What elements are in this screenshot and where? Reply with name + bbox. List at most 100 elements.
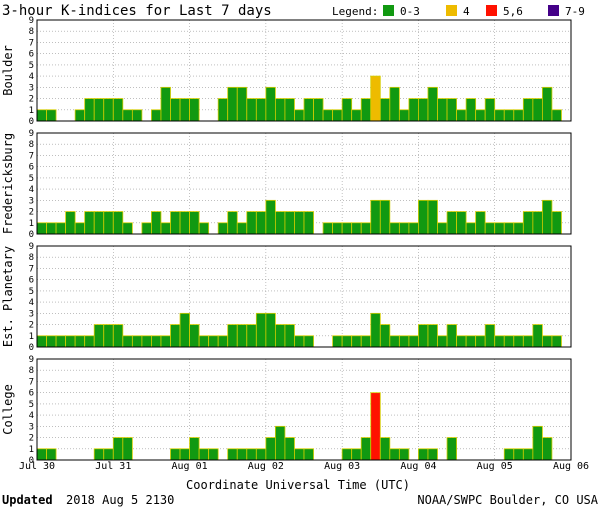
bar [294,211,305,235]
bar [370,392,381,461]
bar [398,109,410,122]
x-tick-label: Jul 31 [95,461,131,472]
bar [332,335,343,348]
bar [341,448,353,461]
bar [151,335,162,348]
bar [398,335,410,348]
bar [370,312,381,348]
station-label: College [1,384,15,435]
bar [522,211,534,235]
bar [179,98,190,122]
bar [36,448,47,461]
bar [437,222,448,235]
bar [227,211,238,235]
bar [284,98,295,122]
bar [227,86,238,122]
bar [236,448,248,461]
y-tick-label: 9 [29,242,34,252]
bar [55,222,67,235]
bar [418,324,429,348]
y-tick-label: 5 [29,287,34,297]
bar [532,98,543,122]
panel-frame [36,358,572,461]
y-tick-label: 4 [29,298,34,308]
bar [160,222,171,235]
station-label: Est. Planetary [1,246,15,347]
bar [198,335,210,348]
bar [418,98,429,122]
bar [494,335,505,348]
bar [465,98,477,122]
y-tick-label: 4 [29,411,34,421]
bar [112,437,124,461]
y-tick-label: 0 [29,117,34,127]
bar [379,437,391,461]
bar [522,98,534,122]
bar [236,86,248,122]
bar [379,324,391,348]
bar [170,448,181,461]
bar [418,448,429,461]
bar [408,335,419,348]
bar [503,448,515,461]
bar [551,335,562,348]
bar [236,324,248,348]
bar [46,222,57,235]
updated-value: 2018 Aug 5 2130 [66,493,174,507]
bar [46,335,57,348]
y-tick-label: 1 [29,332,34,342]
bar [408,98,419,122]
bar [103,98,114,122]
y-tick-label: 3 [29,422,34,432]
y-tick-label: 8 [29,253,34,263]
bar [274,211,286,235]
y-tick-label: 2 [29,321,34,331]
bar [503,335,515,348]
bar [131,109,143,122]
bar [313,98,324,122]
bar [46,109,57,122]
bar [170,211,181,235]
bar [179,448,190,461]
bar [522,335,534,348]
bar [93,98,105,122]
chart-title: 3-hour K-indices for Last 7 days [2,3,272,19]
y-tick-label: 3 [29,83,34,93]
bar [456,109,467,122]
bar [208,335,219,348]
y-tick-label: 9 [29,355,34,365]
bar [408,222,419,235]
bar [332,109,343,122]
bar [503,222,515,235]
bar [484,222,496,235]
bar [398,448,410,461]
y-tick-label: 2 [29,208,34,218]
bar [341,222,353,235]
bar [437,335,448,348]
bar [341,98,353,122]
bar [427,324,438,348]
bar [360,335,372,348]
y-tick-label: 0 [29,230,34,240]
bar [217,222,229,235]
x-tick-label: Aug 01 [172,461,208,472]
bar [65,335,76,348]
bar [160,335,171,348]
bar [322,222,334,235]
bar [274,98,286,122]
bar [255,312,267,348]
bar [74,109,86,122]
bar [227,448,238,461]
bar [189,437,200,461]
station-panels: 0123456789Boulder0123456789Fredericksbur… [1,16,572,466]
bar [236,222,248,235]
bar [170,324,181,348]
bar [494,222,505,235]
bar [370,75,381,122]
bar [112,98,124,122]
legend-text-0-3: 0-3 [400,5,420,18]
bar [265,312,276,348]
bar [74,335,86,348]
bar [389,222,400,235]
